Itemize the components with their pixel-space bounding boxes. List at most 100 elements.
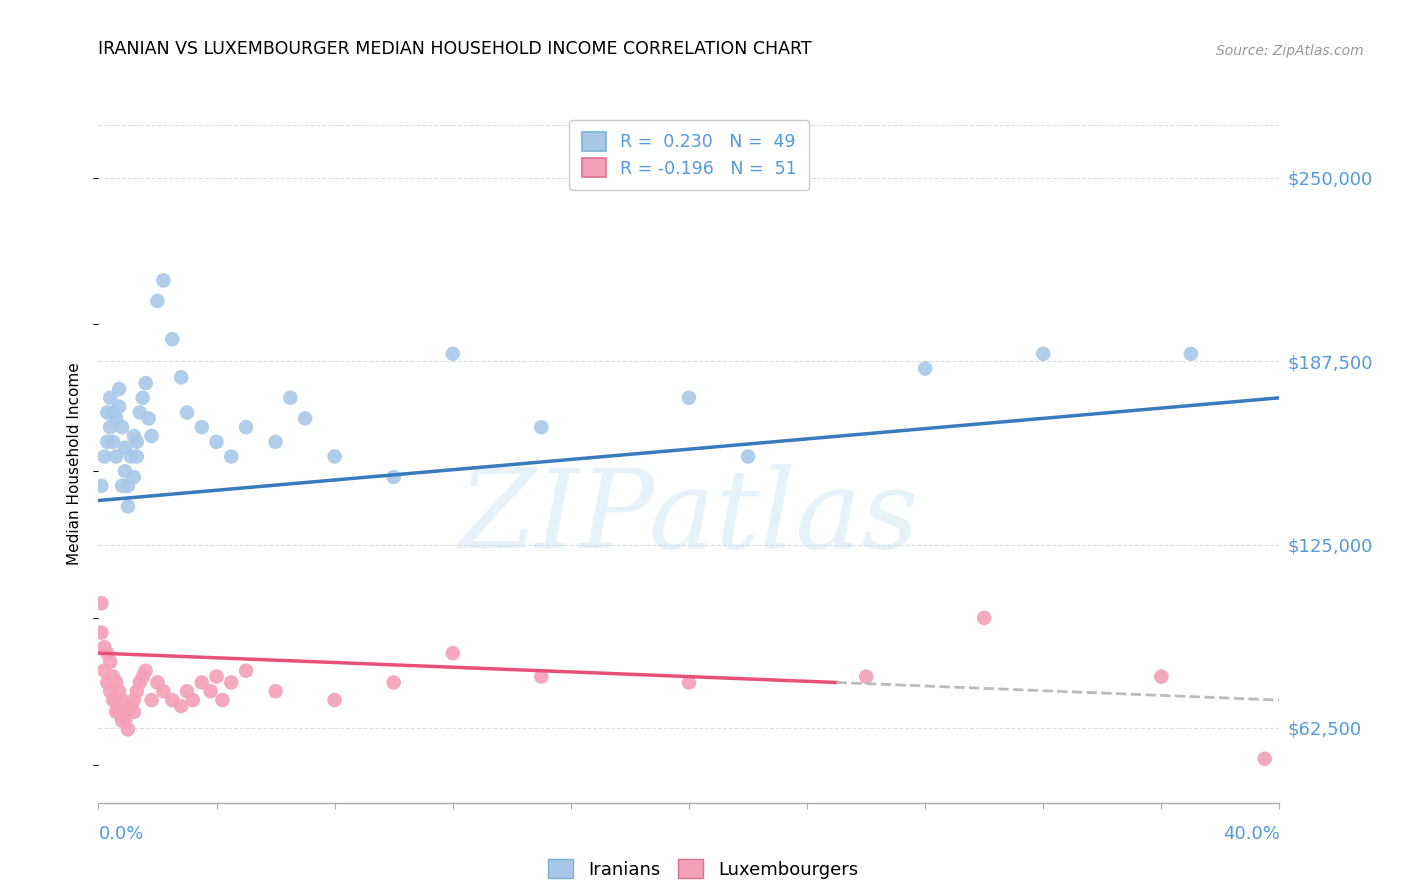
- Point: [93, 450, 115, 464]
- Point: [105, 675, 128, 690]
- Point: [162, 693, 183, 707]
- Point: [323, 450, 346, 464]
- Point: [530, 420, 553, 434]
- Text: IRANIAN VS LUXEMBOURGER MEDIAN HOUSEHOLD INCOME CORRELATION CHART: IRANIAN VS LUXEMBOURGER MEDIAN HOUSEHOLD…: [98, 40, 813, 58]
- Point: [125, 434, 148, 449]
- Point: [235, 664, 257, 678]
- Point: [93, 664, 115, 678]
- Point: [176, 684, 198, 698]
- Point: [105, 450, 128, 464]
- Point: [914, 361, 936, 376]
- Point: [205, 670, 228, 684]
- Point: [152, 684, 174, 698]
- Point: [219, 675, 242, 690]
- Point: [90, 479, 112, 493]
- Point: [382, 675, 405, 690]
- Point: [264, 434, 287, 449]
- Point: [1032, 347, 1054, 361]
- Point: [117, 479, 139, 493]
- Point: [96, 434, 118, 449]
- Point: [678, 675, 700, 690]
- Point: [93, 640, 115, 655]
- Point: [98, 391, 121, 405]
- Point: [264, 684, 287, 698]
- Point: [132, 391, 155, 405]
- Point: [120, 698, 142, 713]
- Point: [181, 693, 204, 707]
- Point: [108, 684, 131, 698]
- Point: [138, 411, 160, 425]
- Point: [90, 625, 112, 640]
- Point: [1254, 752, 1277, 766]
- Point: [737, 450, 759, 464]
- Point: [146, 293, 169, 308]
- Point: [103, 693, 125, 707]
- Y-axis label: Median Household Income: Median Household Income: [67, 362, 83, 566]
- Point: [114, 714, 136, 728]
- Point: [141, 693, 163, 707]
- Point: [128, 675, 150, 690]
- Point: [152, 273, 174, 287]
- Point: [103, 405, 125, 419]
- Point: [111, 420, 134, 434]
- Point: [170, 370, 193, 384]
- Point: [323, 693, 346, 707]
- Point: [108, 400, 131, 414]
- Point: [132, 670, 155, 684]
- Point: [96, 675, 118, 690]
- Point: [98, 655, 121, 669]
- Point: [105, 411, 128, 425]
- Point: [176, 405, 198, 419]
- Point: [122, 693, 145, 707]
- Point: [170, 698, 193, 713]
- Point: [191, 420, 214, 434]
- Point: [108, 382, 131, 396]
- Point: [973, 611, 995, 625]
- Point: [235, 420, 257, 434]
- Point: [111, 714, 134, 728]
- Point: [120, 450, 142, 464]
- Point: [162, 332, 183, 346]
- Point: [382, 470, 405, 484]
- Point: [278, 391, 302, 405]
- Point: [103, 670, 125, 684]
- Point: [441, 347, 464, 361]
- Text: 0.0%: 0.0%: [98, 825, 143, 843]
- Point: [205, 434, 228, 449]
- Text: ZIPatlas: ZIPatlas: [458, 465, 920, 572]
- Point: [111, 479, 134, 493]
- Point: [103, 434, 125, 449]
- Point: [855, 670, 877, 684]
- Point: [191, 675, 214, 690]
- Point: [114, 698, 136, 713]
- Point: [141, 429, 163, 443]
- Point: [135, 664, 157, 678]
- Point: [122, 429, 145, 443]
- Legend: R =  0.230   N =  49, R = -0.196   N =  51: R = 0.230 N = 49, R = -0.196 N = 51: [569, 120, 808, 190]
- Point: [105, 705, 128, 719]
- Point: [135, 376, 157, 391]
- Point: [1180, 347, 1202, 361]
- Point: [128, 405, 150, 419]
- Point: [211, 693, 233, 707]
- Point: [96, 405, 118, 419]
- Legend: Iranians, Luxembourgers: Iranians, Luxembourgers: [548, 859, 858, 879]
- Point: [146, 675, 169, 690]
- Point: [125, 450, 148, 464]
- Point: [1150, 670, 1173, 684]
- Point: [200, 684, 222, 698]
- Point: [108, 705, 131, 719]
- Point: [105, 693, 128, 707]
- Point: [98, 684, 121, 698]
- Point: [678, 391, 700, 405]
- Point: [114, 464, 136, 478]
- Point: [98, 420, 121, 434]
- Point: [90, 596, 112, 610]
- Point: [125, 684, 148, 698]
- Point: [122, 470, 145, 484]
- Point: [117, 705, 139, 719]
- Point: [294, 411, 316, 425]
- Text: 40.0%: 40.0%: [1223, 825, 1279, 843]
- Text: Source: ZipAtlas.com: Source: ZipAtlas.com: [1216, 44, 1364, 58]
- Point: [117, 723, 139, 737]
